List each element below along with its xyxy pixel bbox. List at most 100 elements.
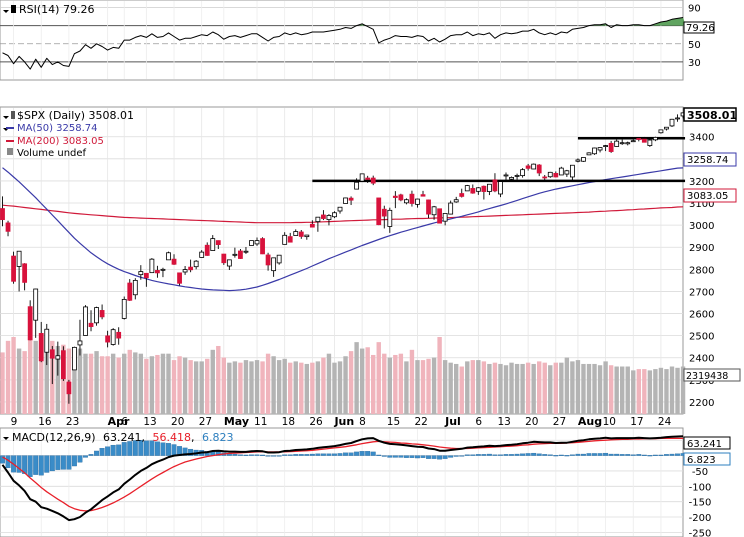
volume-bars xyxy=(0,337,686,414)
price-legend: $SPX (Daily) 3508.01 MA(50) 3258.74 MA(2… xyxy=(3,109,134,159)
rsi-tick-label: 90 xyxy=(688,4,701,15)
macd-histogram-bar xyxy=(564,455,570,457)
candle-body xyxy=(38,333,44,362)
macd-value-box: 63.241 xyxy=(683,436,731,450)
volume-bar xyxy=(337,361,343,414)
date-label: 27 xyxy=(553,416,566,428)
volume-bar xyxy=(144,358,149,414)
volume-bar xyxy=(459,366,464,414)
macd-histogram-bar xyxy=(420,455,426,458)
macd-histogram-bar xyxy=(66,455,72,470)
candle-body xyxy=(11,255,16,282)
volume-bar xyxy=(155,354,160,414)
price-tick-label: 2500 xyxy=(689,332,714,343)
candle-body xyxy=(27,306,33,341)
rsi-overbought-fill xyxy=(652,17,686,26)
volume-bar xyxy=(88,353,94,414)
volume-bar xyxy=(442,360,448,414)
price-tick-label: 2800 xyxy=(689,265,714,276)
volume-bar xyxy=(465,361,470,414)
candle-body xyxy=(520,169,526,177)
macd-histogram-bar xyxy=(232,453,238,456)
macd-histogram-bar xyxy=(116,444,122,456)
volume-bar xyxy=(664,369,669,414)
candle-body xyxy=(221,253,227,264)
volume-bar xyxy=(326,353,332,414)
volume-bar xyxy=(216,345,221,414)
candle-body xyxy=(182,269,188,273)
volume-value-box-bg xyxy=(683,368,741,382)
candle-body xyxy=(669,118,675,127)
price-legend-swatch xyxy=(11,111,15,119)
volume-bar xyxy=(431,357,437,414)
candle-body xyxy=(647,139,653,146)
macd-histogram-bar xyxy=(381,455,387,457)
rsi-legend: RSI(14) 79.26 xyxy=(3,3,94,16)
volume-bar xyxy=(597,365,603,414)
macd-histogram-bar xyxy=(625,454,631,456)
macd-histogram-bar xyxy=(359,451,365,456)
candle-body xyxy=(276,254,282,264)
candle-body xyxy=(514,175,520,177)
candle-body xyxy=(426,199,431,215)
volume-bar xyxy=(393,354,398,414)
macd-histogram-bar xyxy=(249,454,254,456)
date-label: 23 xyxy=(66,416,79,428)
volume-bar xyxy=(614,366,619,414)
price-tick-label: 2200 xyxy=(689,398,714,409)
candle-body xyxy=(636,138,642,140)
candle-body xyxy=(77,340,83,346)
macd-histogram-bar xyxy=(553,455,559,457)
macd-histogram-bar xyxy=(298,454,304,456)
volume-bar xyxy=(205,358,210,414)
candle-body xyxy=(415,198,420,205)
macd-histogram-bar xyxy=(486,453,492,456)
candle-body xyxy=(138,271,144,276)
date-label: 18 xyxy=(282,416,295,428)
volume-bar xyxy=(631,370,636,414)
volume-bar xyxy=(27,337,33,414)
macd-histogram-bar xyxy=(348,452,354,456)
candle-body xyxy=(575,159,581,162)
macd-histogram-bar xyxy=(664,454,669,456)
candle-body xyxy=(625,142,631,145)
volume-bar xyxy=(44,343,49,414)
macd-histogram-bar xyxy=(675,453,680,456)
ma50-value-box-bg xyxy=(683,152,737,167)
candle-body xyxy=(110,329,116,345)
candle-body xyxy=(404,199,409,204)
candle-body xyxy=(547,171,553,178)
rsi-overbought-fill xyxy=(359,23,365,26)
candle-body xyxy=(409,193,415,204)
macd-histogram-bar xyxy=(160,442,166,456)
macd-histogram-bar xyxy=(127,441,133,456)
macd-histogram-bar xyxy=(293,454,299,456)
macd-histogram-bar xyxy=(542,454,548,456)
macd-histogram-bar xyxy=(326,453,332,456)
macd-histogram-bar xyxy=(647,455,653,457)
volume-bar xyxy=(525,362,531,414)
volume-bar xyxy=(99,356,105,414)
volume-bar xyxy=(265,353,271,414)
candle-body xyxy=(265,254,271,266)
macd-histogram-bar xyxy=(392,455,398,458)
candle-body xyxy=(437,208,443,224)
macd-histogram-bar xyxy=(166,443,171,456)
candle-body xyxy=(49,349,55,359)
volume-bar xyxy=(586,363,592,414)
macd-histogram-bar xyxy=(44,455,50,473)
macd-histogram-bar xyxy=(597,453,603,456)
volume-bar xyxy=(570,361,575,414)
macd-histogram-bar xyxy=(332,453,337,456)
candle-body xyxy=(553,173,559,178)
volume-bar xyxy=(55,345,61,414)
candle-body xyxy=(249,240,254,246)
candle-body xyxy=(498,181,503,195)
volume-bar xyxy=(387,357,393,414)
price-tick-label: 3100 xyxy=(689,199,714,210)
volume-bar xyxy=(332,362,337,414)
ma50-line xyxy=(2,167,684,292)
volume-bar xyxy=(227,362,232,414)
candle-body xyxy=(658,129,664,134)
candle-body xyxy=(487,183,492,192)
